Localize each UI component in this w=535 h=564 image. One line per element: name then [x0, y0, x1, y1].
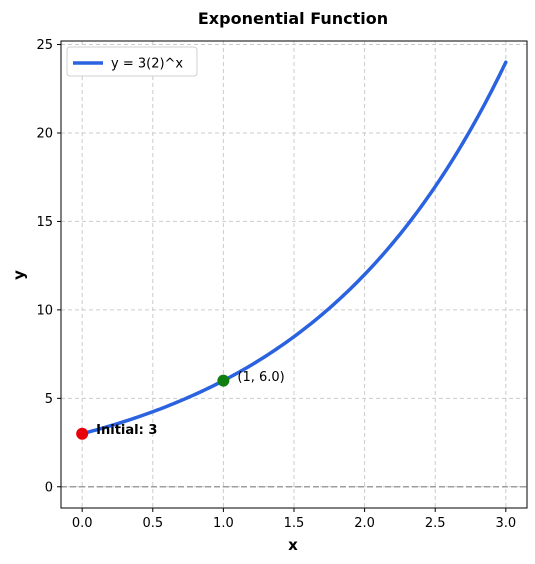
- point-annotation: Initial: 3: [96, 423, 157, 438]
- series-layer: [80, 60, 508, 436]
- y-axis-label: y: [10, 270, 28, 280]
- legend: y = 3(2)^x: [66, 46, 198, 77]
- y-tick-label: 0: [45, 480, 53, 495]
- y-tick-label: 5: [45, 392, 53, 407]
- y-tick-label: 25: [36, 38, 53, 53]
- x-tick-label: 3.0: [495, 516, 516, 531]
- y-tick-label: 15: [36, 215, 53, 230]
- highlight-point: [217, 374, 230, 387]
- x-tick-label: 0.0: [72, 516, 93, 531]
- y-tick-label: 20: [36, 126, 53, 141]
- series-line: [80, 60, 508, 436]
- points-layer: Initial: 3 (1, 6.0): [76, 370, 285, 440]
- x-tick-label: 2.5: [425, 516, 446, 531]
- legend-label: y = 3(2)^x: [111, 57, 183, 72]
- highlight-point: [76, 427, 89, 440]
- x-tick-label: 0.5: [142, 516, 163, 531]
- x-tick-label: 2.0: [354, 516, 375, 531]
- x-axis-label: x: [288, 536, 298, 554]
- y-tick-label: 10: [36, 303, 53, 318]
- chart-title: Exponential Function: [198, 9, 388, 28]
- x-axis: 0.0 0.5 1.0 1.5 2.0 2.5 3.0: [72, 508, 516, 531]
- y-axis: 0 5 10 15 20 25: [36, 38, 61, 495]
- x-tick-label: 1.0: [213, 516, 234, 531]
- legend-box: [66, 46, 198, 77]
- point-annotation: (1, 6.0): [237, 370, 284, 385]
- x-tick-label: 1.5: [284, 516, 305, 531]
